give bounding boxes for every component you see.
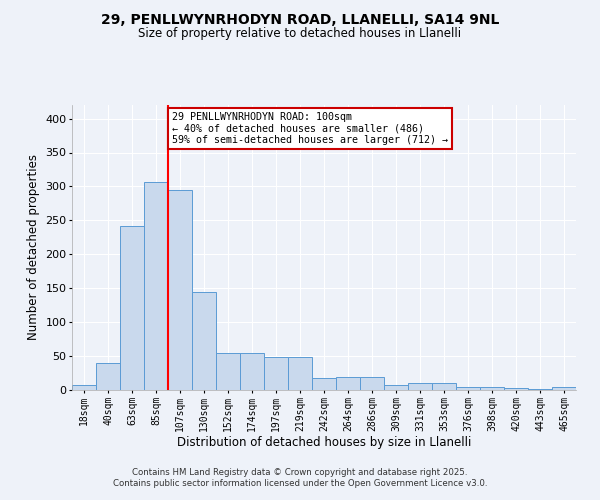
Bar: [216, 352, 240, 390]
Bar: [504, 388, 528, 390]
Bar: [384, 385, 408, 390]
Bar: [120, 226, 144, 390]
Y-axis label: Number of detached properties: Number of detached properties: [27, 154, 40, 340]
Bar: [336, 377, 360, 390]
X-axis label: Distribution of detached houses by size in Llanelli: Distribution of detached houses by size …: [177, 436, 471, 450]
Bar: [288, 358, 312, 390]
Bar: [144, 182, 168, 390]
Text: 29 PENLLWYNRHODYN ROAD: 100sqm
← 40% of detached houses are smaller (486)
59% of: 29 PENLLWYNRHODYN ROAD: 100sqm ← 40% of …: [172, 112, 448, 145]
Bar: [96, 363, 120, 390]
Bar: [240, 352, 264, 390]
Bar: [192, 292, 216, 390]
Bar: [456, 388, 480, 390]
Bar: [312, 378, 336, 390]
Text: 29, PENLLWYNRHODYN ROAD, LLANELLI, SA14 9NL: 29, PENLLWYNRHODYN ROAD, LLANELLI, SA14 …: [101, 12, 499, 26]
Bar: [552, 388, 576, 390]
Bar: [168, 190, 192, 390]
Text: Size of property relative to detached houses in Llanelli: Size of property relative to detached ho…: [139, 28, 461, 40]
Bar: [432, 383, 456, 390]
Bar: [264, 358, 288, 390]
Bar: [408, 383, 432, 390]
Bar: [360, 377, 384, 390]
Text: Contains HM Land Registry data © Crown copyright and database right 2025.
Contai: Contains HM Land Registry data © Crown c…: [113, 468, 487, 487]
Bar: [480, 388, 504, 390]
Bar: [72, 385, 96, 390]
